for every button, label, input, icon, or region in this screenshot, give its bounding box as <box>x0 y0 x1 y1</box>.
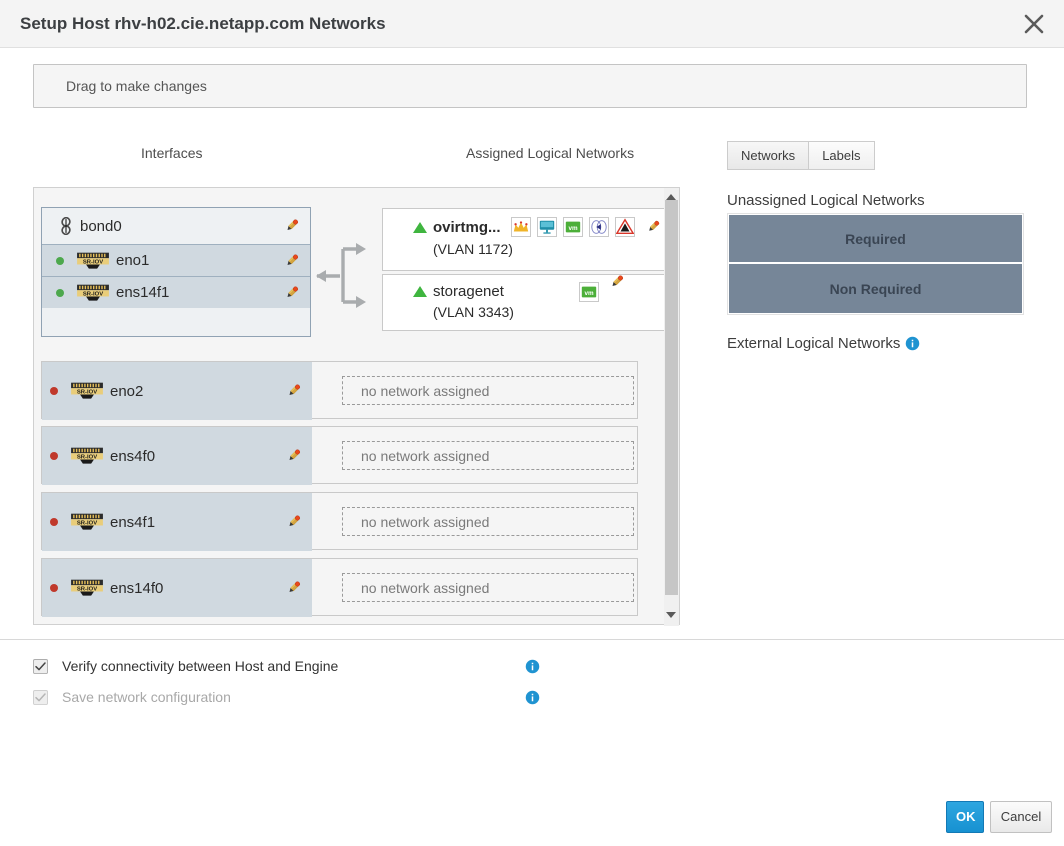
svg-text:vm: vm <box>568 225 578 232</box>
svg-text:vm: vm <box>584 290 594 297</box>
